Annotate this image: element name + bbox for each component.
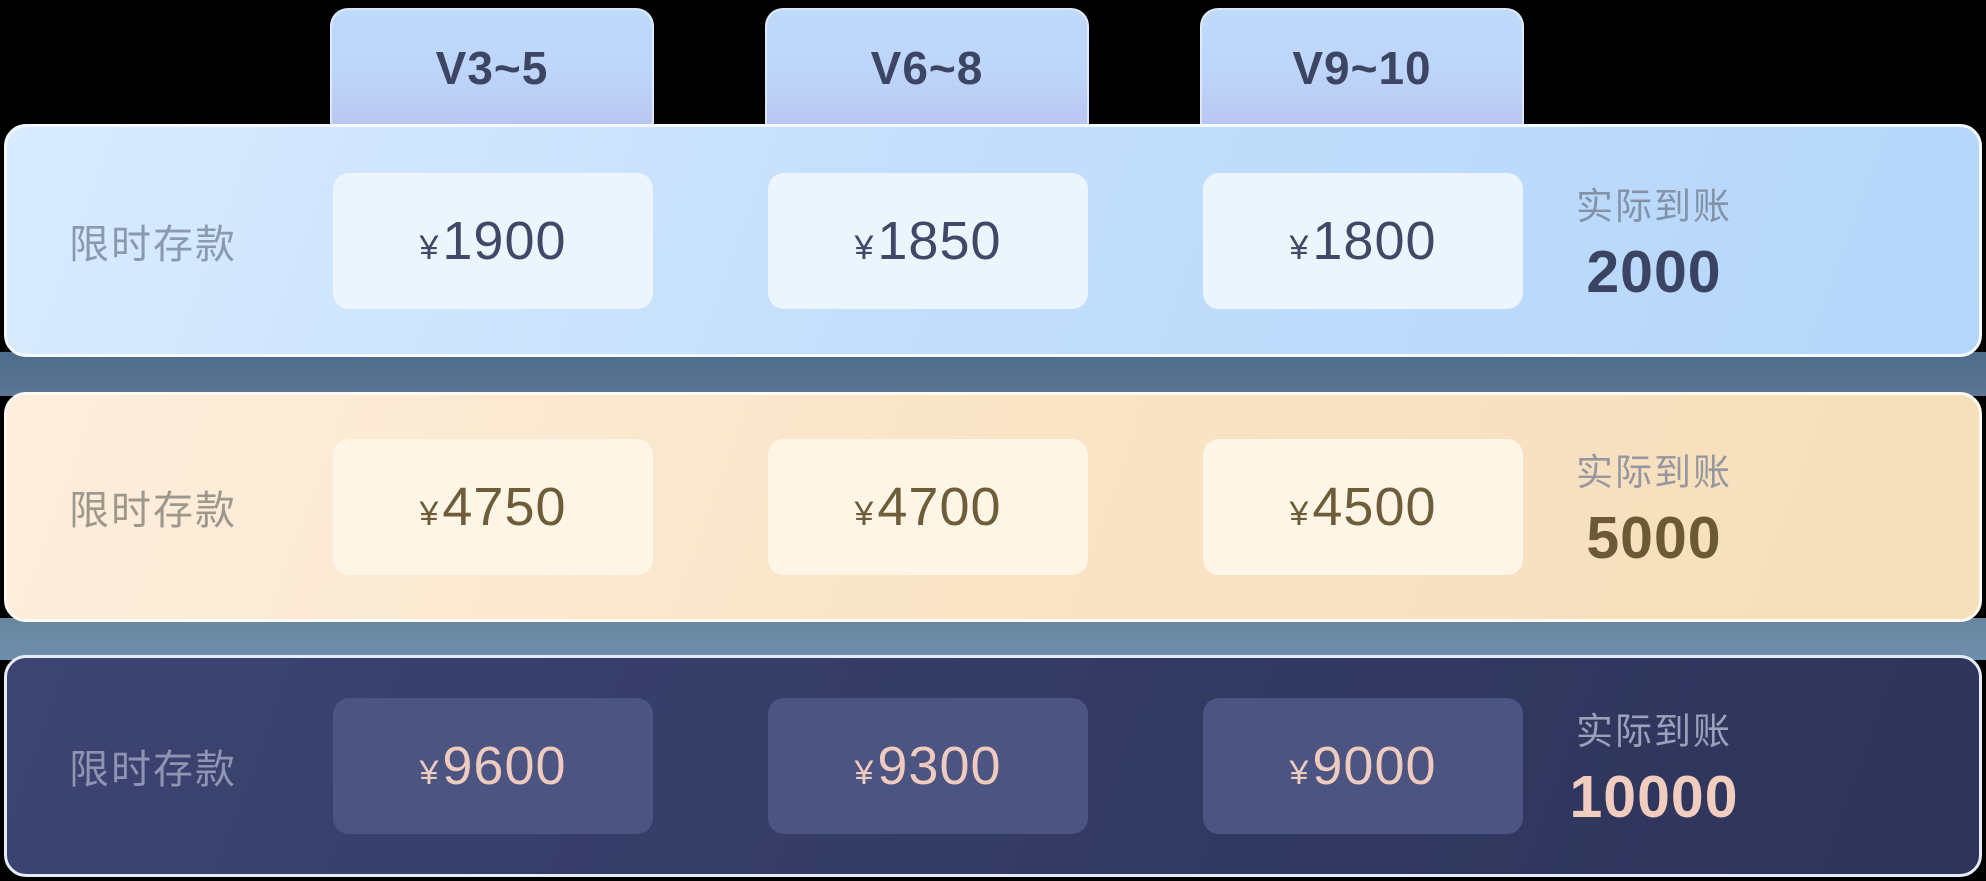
deposit-amount-card[interactable]: ¥1800 xyxy=(1203,172,1523,309)
deposit-amount: 1800 xyxy=(1312,210,1437,271)
actual-credit-value: 5000 xyxy=(1586,505,1722,571)
tier-tab-label: V9~10 xyxy=(1292,42,1432,94)
tier-tab-v6-8[interactable]: V6~8 xyxy=(765,8,1089,126)
limited-time-deposit-label: 限时存款 xyxy=(69,489,237,533)
deposit-amount: 9000 xyxy=(1312,736,1437,796)
deposit-amount-card[interactable]: ¥4700 xyxy=(768,439,1088,575)
deposit-amount-card[interactable]: ¥1900 xyxy=(333,172,653,309)
deposit-amount-card[interactable]: ¥9600 xyxy=(333,698,653,834)
yen-sign: ¥ xyxy=(854,495,874,533)
deposit-amount-card[interactable]: ¥9300 xyxy=(768,698,1088,834)
yen-sign: ¥ xyxy=(419,754,439,792)
deposit-amount: 4700 xyxy=(877,477,1002,537)
actual-credit-block: 实际到账 5000 xyxy=(1489,442,1819,572)
tier-tab-label: V3~5 xyxy=(435,42,549,94)
row-divider xyxy=(0,352,1986,396)
actual-credit-value: 2000 xyxy=(1586,238,1722,305)
tier-tab-v9-10[interactable]: V9~10 xyxy=(1200,8,1524,126)
deposit-amount-card[interactable]: ¥9000 xyxy=(1203,698,1523,834)
deposit-amount-card[interactable]: ¥1850 xyxy=(768,172,1088,309)
row-divider xyxy=(0,618,1986,660)
yen-sign: ¥ xyxy=(419,495,439,533)
actual-credit-block: 实际到账 2000 xyxy=(1489,176,1819,306)
deposit-row-5000[interactable]: 限时存款 ¥4750 ¥4700 ¥4500 实际到账 5000 xyxy=(4,392,1982,622)
actual-credit-label: 实际到账 xyxy=(1576,711,1732,752)
limited-time-deposit-label: 限时存款 xyxy=(69,748,237,792)
actual-credit-value: 10000 xyxy=(1569,764,1739,830)
deposit-amount: 4750 xyxy=(442,477,567,537)
actual-credit-block: 实际到账 10000 xyxy=(1489,701,1819,831)
yen-sign: ¥ xyxy=(419,228,439,267)
deposit-amount-card[interactable]: ¥4500 xyxy=(1203,439,1523,575)
deposit-amount: 1900 xyxy=(442,210,567,271)
yen-sign: ¥ xyxy=(854,754,874,792)
actual-credit-label: 实际到账 xyxy=(1576,452,1732,493)
deposit-amount-card[interactable]: ¥4750 xyxy=(333,439,653,575)
yen-sign: ¥ xyxy=(1289,495,1309,533)
deposit-amount: 9600 xyxy=(442,736,567,796)
deposit-amount: 9300 xyxy=(877,736,1002,796)
tier-tab-v3-5[interactable]: V3~5 xyxy=(330,8,654,126)
tier-tab-label: V6~8 xyxy=(870,42,984,94)
yen-sign: ¥ xyxy=(1289,754,1309,792)
deposit-amount: 4500 xyxy=(1312,477,1437,537)
yen-sign: ¥ xyxy=(854,228,874,267)
actual-credit-label: 实际到账 xyxy=(1576,185,1732,227)
deposit-row-10000[interactable]: 限时存款 ¥9600 ¥9300 ¥9000 实际到账 10000 xyxy=(4,655,1982,877)
yen-sign: ¥ xyxy=(1289,228,1309,267)
limited-time-deposit-label: 限时存款 xyxy=(69,222,237,267)
deposit-amount: 1850 xyxy=(877,210,1002,271)
deposit-row-2000[interactable]: 限时存款 ¥1900 ¥1850 ¥1800 实际到账 2000 xyxy=(4,124,1982,357)
